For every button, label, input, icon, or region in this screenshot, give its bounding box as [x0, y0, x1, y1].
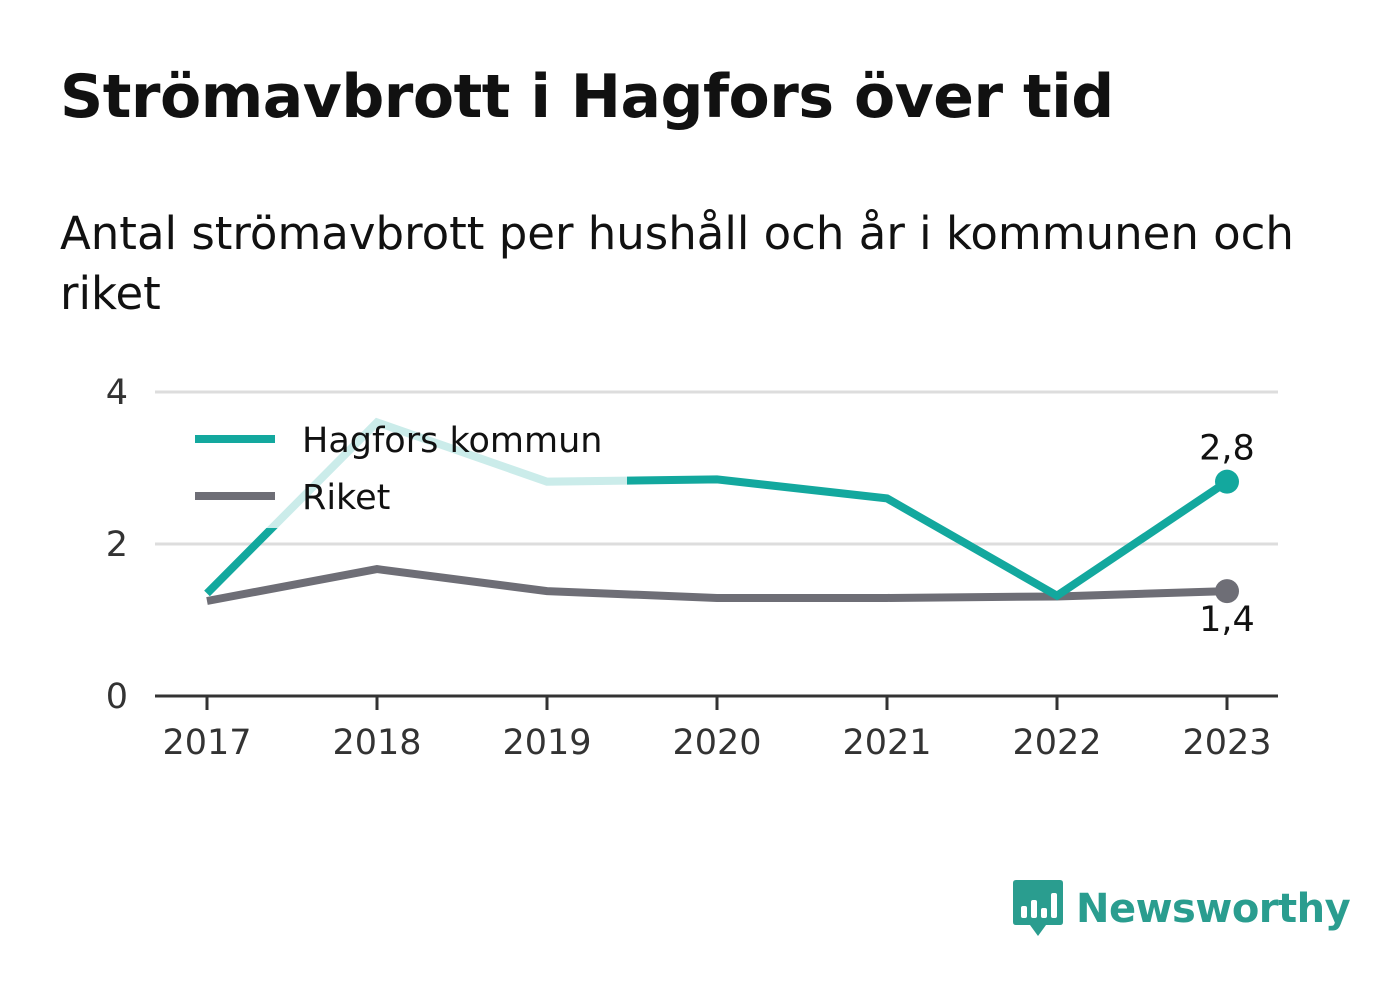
y-axis-ticks: 0 2 4 — [106, 373, 128, 717]
x-tick-label: 2021 — [842, 723, 931, 763]
x-tick-label: 2018 — [332, 723, 421, 763]
brand-name: Newsworthy — [1076, 886, 1351, 932]
y-tick-label: 4 — [106, 373, 128, 413]
chart-subtitle: Antal strömavbrott per hushåll och år i … — [60, 207, 1294, 320]
x-tick-label: 2019 — [502, 723, 591, 763]
legend-label-riket: Riket — [302, 478, 390, 518]
x-tick-label: 2023 — [1182, 723, 1271, 763]
legend-backdrop — [182, 408, 627, 528]
chart-title: Strömavbrott i Hagfors över tid — [60, 62, 1114, 132]
x-axis-ticks: 2017 2018 2019 2020 2021 2022 2023 — [162, 696, 1272, 763]
newsworthy-logo-icon — [1013, 880, 1063, 936]
end-point-riket — [1215, 579, 1239, 604]
x-tick-label: 2020 — [672, 723, 761, 763]
x-tick-label: 2022 — [1012, 723, 1101, 763]
legend: Hagfors kommun Riket — [182, 408, 627, 528]
end-markers: 2,8 1,4 — [1199, 429, 1255, 640]
x-tick-label: 2017 — [162, 723, 251, 763]
grid-lines — [155, 390, 1278, 546]
brand-logo: Newsworthy — [1012, 878, 1351, 940]
end-point-hagfors-kommun — [1215, 469, 1239, 494]
end-value-label: 1,4 — [1199, 600, 1255, 640]
y-tick-label: 0 — [106, 677, 128, 717]
end-value-label: 2,8 — [1199, 429, 1255, 469]
y-tick-label: 2 — [106, 525, 128, 565]
legend-label-hagfors: Hagfors kommun — [302, 421, 602, 461]
